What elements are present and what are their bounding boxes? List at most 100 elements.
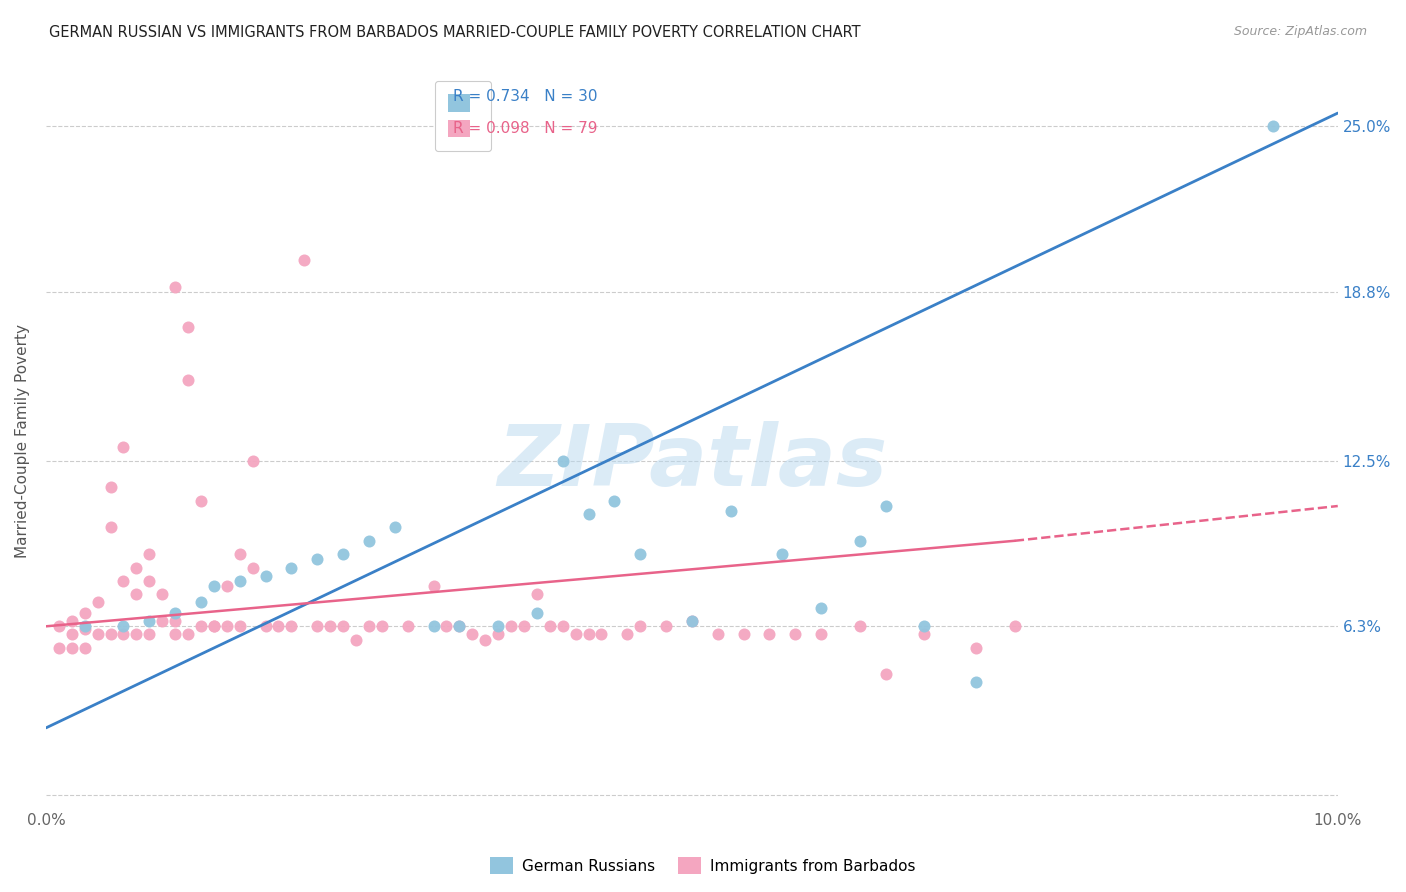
Point [551,619,574,633]
Point [357,533,380,548]
Point [1004,619,1026,633]
Point [449,619,471,633]
Point [307,552,329,566]
Point [357,619,380,633]
Point [202,619,225,633]
Point [875,499,897,513]
Point [190,493,212,508]
Point [165,606,187,620]
Point [307,619,329,633]
Point [758,627,780,641]
Point [112,619,135,633]
Point [720,504,742,518]
Point [112,627,135,641]
Point [229,547,252,561]
Point [486,627,509,641]
Legend: , : , [434,80,491,151]
Point [733,627,755,641]
Point [100,520,122,534]
Point [280,560,302,574]
Point [849,533,872,548]
Point [73,640,96,655]
Point [499,619,522,633]
Point [564,627,586,641]
Point [48,640,70,655]
Point [215,579,238,593]
Point [681,614,703,628]
Point [254,568,277,582]
Point [165,280,187,294]
Point [513,619,536,633]
Point [150,587,173,601]
Point [578,507,600,521]
Text: GERMAN RUSSIAN VS IMMIGRANTS FROM BARBADOS MARRIED-COUPLE FAMILY POVERTY CORRELA: GERMAN RUSSIAN VS IMMIGRANTS FROM BARBAD… [49,25,860,40]
Point [371,619,394,633]
Point [396,619,419,633]
Point [849,619,872,633]
Point [48,619,70,633]
Point [112,440,135,454]
Point [125,627,148,641]
Text: R = 0.098   N = 79: R = 0.098 N = 79 [453,120,598,136]
Point [73,619,96,633]
Point [138,574,160,588]
Point [912,619,935,633]
Point [138,547,160,561]
Point [190,595,212,609]
Point [112,574,135,588]
Text: R = 0.734   N = 30: R = 0.734 N = 30 [453,89,598,104]
Point [100,480,122,494]
Point [229,619,252,633]
Point [254,619,277,633]
Point [267,619,290,633]
Point [965,640,987,655]
Point [1263,120,1285,134]
Point [242,453,264,467]
Point [344,632,367,647]
Point [770,547,793,561]
Point [551,453,574,467]
Point [138,627,160,641]
Point [655,619,678,633]
Point [100,627,122,641]
Point [628,547,651,561]
Point [319,619,342,633]
Point [785,627,807,641]
Point [280,619,302,633]
Point [177,320,200,334]
Point [332,547,354,561]
Point [422,619,444,633]
Point [681,614,703,628]
Point [229,574,252,588]
Point [486,619,509,633]
Point [73,622,96,636]
Point [965,675,987,690]
Text: Source: ZipAtlas.com: Source: ZipAtlas.com [1233,25,1367,38]
Point [332,619,354,633]
Point [538,619,561,633]
Point [292,253,315,268]
Point [810,627,832,641]
Point [474,632,496,647]
Point [190,619,212,633]
Point [86,595,108,609]
Point [60,627,83,641]
Point [912,627,935,641]
Point [526,587,548,601]
Point [202,619,225,633]
Point [177,627,200,641]
Point [165,614,187,628]
Point [202,579,225,593]
Point [60,614,83,628]
Point [603,493,626,508]
Point [526,606,548,620]
Point [461,627,484,641]
Point [449,619,471,633]
Y-axis label: Married-Couple Family Poverty: Married-Couple Family Poverty [15,324,30,558]
Point [86,627,108,641]
Point [591,627,613,641]
Point [628,619,651,633]
Point [422,579,444,593]
Point [125,587,148,601]
Point [810,600,832,615]
